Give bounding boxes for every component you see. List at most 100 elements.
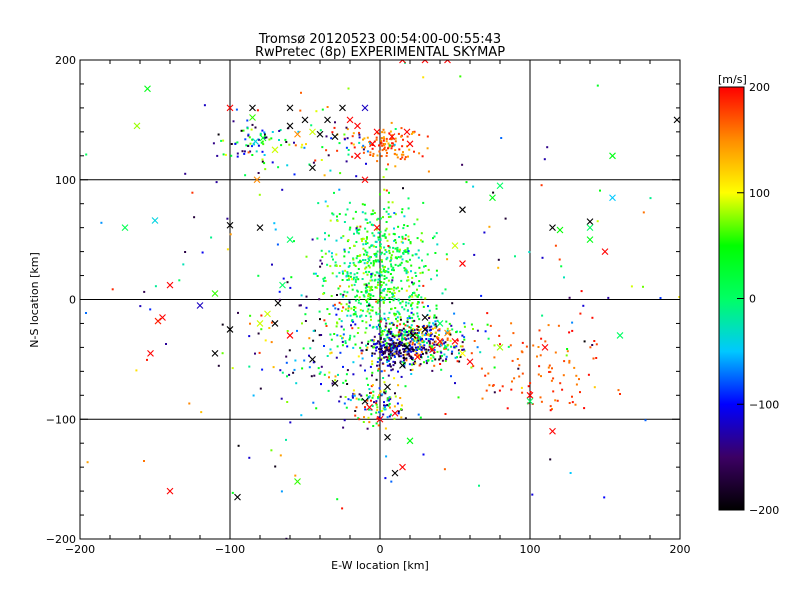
scatter-dot [373, 153, 375, 155]
scatter-dot [363, 238, 365, 240]
scatter-dot [428, 325, 430, 327]
scatter-dot [358, 398, 360, 400]
scatter-dot [409, 299, 411, 301]
scatter-dot [396, 348, 398, 350]
scatter-dot [412, 254, 414, 256]
scatter-dot [363, 148, 365, 150]
scatter-dot [385, 408, 387, 410]
scatter-dot [393, 228, 395, 230]
scatter-x-marker [275, 300, 281, 306]
scatter-dot [411, 277, 413, 279]
colorbar-tick-label: −100 [749, 398, 779, 411]
scatter-dot [351, 319, 353, 321]
scatter-dot [660, 297, 662, 299]
scatter-dot [383, 138, 385, 140]
scatter-dot [232, 367, 234, 369]
scatter-dot [517, 368, 519, 370]
scatter-dot [300, 304, 302, 306]
scatter-dot [343, 249, 345, 251]
scatter-dot [383, 247, 385, 249]
scatter-dot [383, 313, 385, 315]
scatter-dot [463, 322, 465, 324]
scatter-dot [540, 338, 542, 340]
scatter-dot [369, 247, 371, 249]
scatter-dot [225, 154, 227, 156]
scatter-dot [413, 132, 415, 134]
scatter-dot [359, 255, 361, 257]
scatter-dot [488, 338, 490, 340]
scatter-dot [165, 343, 167, 345]
scatter-dot [222, 140, 224, 142]
scatter-dot [382, 265, 384, 267]
scatter-dot [388, 233, 390, 235]
scatter-dot [435, 341, 437, 343]
scatter-dot [371, 345, 373, 347]
scatter-dot [573, 367, 575, 369]
scatter-dot [490, 325, 492, 327]
scatter-dot [289, 349, 291, 351]
scatter-dot [391, 142, 393, 144]
scatter-dot [380, 292, 382, 294]
scatter-dot [143, 291, 145, 293]
scatter-dot [433, 365, 435, 367]
scatter-dot [258, 172, 260, 174]
scatter-dot [442, 360, 444, 362]
scatter-dot [374, 212, 376, 214]
scatter-dot [411, 296, 413, 298]
scatter-dot [270, 449, 272, 451]
scatter-dot [262, 159, 264, 161]
scatter-dot [216, 155, 218, 157]
scatter-dot [336, 265, 338, 267]
scatter-dot [561, 389, 563, 391]
scatter-dot [356, 227, 358, 229]
scatter-dot [386, 211, 388, 213]
scatter-dot [385, 168, 387, 170]
scatter-dot [499, 390, 501, 392]
scatter-dot [376, 404, 378, 406]
scatter-dot [350, 276, 352, 278]
scatter-dot [320, 383, 322, 385]
scatter-dot [458, 352, 460, 354]
scatter-dot [367, 222, 369, 224]
scatter-dot [378, 348, 380, 350]
scatter-dot [303, 360, 305, 362]
scatter-dot [393, 364, 395, 366]
scatter-dot [383, 129, 385, 131]
scatter-dot [429, 326, 431, 328]
scatter-dot [372, 384, 374, 386]
scatter-dot [548, 367, 550, 369]
scatter-dot [402, 139, 404, 141]
scatter-dot [388, 280, 390, 282]
scatter-dot [362, 203, 364, 205]
scatter-x-marker [490, 195, 496, 201]
scatter-dot [382, 362, 384, 364]
scatter-dot [352, 259, 354, 261]
scatter-dot [487, 324, 489, 326]
scatter-dot [377, 251, 379, 253]
scatter-dot [365, 299, 367, 301]
scatter-dot [393, 287, 395, 289]
scatter-dot [368, 259, 370, 261]
scatter-dot [377, 259, 379, 261]
scatter-dot [385, 428, 387, 430]
scatter-dot [301, 144, 303, 146]
scatter-dot [327, 355, 329, 357]
scatter-dot [329, 170, 331, 172]
scatter-dot [390, 351, 392, 353]
scatter-dot [330, 137, 332, 139]
scatter-dot [394, 345, 396, 347]
scatter-dot [327, 205, 329, 207]
scatter-dot [349, 302, 351, 304]
scatter-dot [359, 136, 361, 138]
scatter-dot [554, 399, 556, 401]
scatter-dot [401, 236, 403, 238]
scatter-dot [528, 385, 530, 387]
scatter-dot [410, 241, 412, 243]
scatter-dot [285, 356, 287, 358]
scatter-dot [248, 366, 250, 368]
scatter-dot [436, 243, 438, 245]
scatter-dot [292, 372, 294, 374]
scatter-dot [375, 350, 377, 352]
scatter-dot [507, 407, 509, 409]
scatter-dot [370, 294, 372, 296]
